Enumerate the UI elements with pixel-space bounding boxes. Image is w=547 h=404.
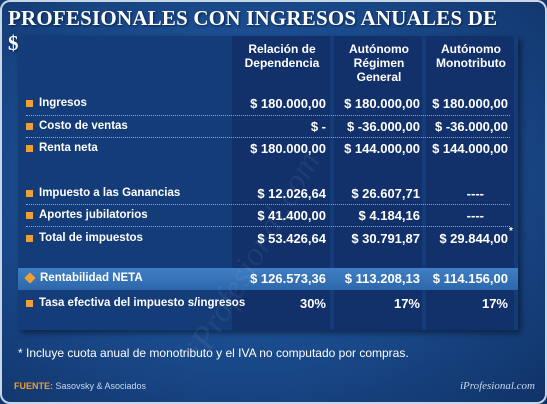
cell-ingresos-monotributo: $ 180.000,00 xyxy=(432,96,508,111)
row-separator xyxy=(26,226,510,227)
cell-rentabilidad-monotributo: $ 114.156,00 xyxy=(432,271,508,286)
diamond-icon xyxy=(24,272,36,284)
cell-renta-regimen: $ 144.000,00 xyxy=(344,141,420,156)
cell-rentabilidad-regimen: $ 113.208,13 xyxy=(344,271,420,286)
cell-renta-dependencia: $ 180.000,00 xyxy=(250,141,326,156)
cell-tasa-monotributo: 17% xyxy=(481,296,508,311)
source-label: FUENTE: xyxy=(14,381,53,391)
comparison-table: iProfesional.com Relación de Dependencia… xyxy=(18,36,518,364)
cell-tasa-regimen: 17% xyxy=(393,296,420,311)
column-header-dependencia: Relación de Dependencia xyxy=(244,42,320,70)
row-label-text: Aportes jubilatorios xyxy=(39,209,148,221)
row-separator xyxy=(26,204,510,205)
cell-costo-regimen: $ -36.000,00 xyxy=(346,119,420,134)
cell-tasa-dependencia: 30% xyxy=(299,296,326,311)
column-header-monotributo: Autónomo Monotributo xyxy=(436,42,506,70)
cell-total-regimen: $ 30.791,87 xyxy=(351,231,420,246)
row-label-text: Ingresos xyxy=(39,97,87,109)
site-credit: iProfesional.com xyxy=(459,380,535,392)
row-label-text: Costo de ventas xyxy=(39,120,128,132)
bullet-icon xyxy=(26,144,33,152)
cell-renta-monotributo: $ 144.000,00 xyxy=(432,141,508,156)
bullet-icon xyxy=(26,211,33,219)
bullet-icon xyxy=(26,189,33,197)
asterisk-mark: * xyxy=(509,226,513,237)
cell-rentabilidad-dependencia: $ 126.573,36 xyxy=(250,271,326,286)
footnote: * Incluye cuota anual de monotributo y e… xyxy=(18,346,409,360)
cell-total-monotributo: $ 29.844,00 xyxy=(439,231,508,246)
cell-total-dependencia: $ 53.426,64 xyxy=(257,231,326,246)
bullet-icon xyxy=(26,99,33,107)
row-separator xyxy=(26,115,510,116)
row-label-aportes: Aportes jubilatorios xyxy=(26,209,148,221)
cell-ganancias-regimen: $ 26.607,71 xyxy=(351,186,420,201)
bullet-icon xyxy=(26,299,33,307)
cell-costo-monotributo: $ -36.000,00 xyxy=(434,119,508,134)
row-label-renta-neta: Renta neta xyxy=(26,142,98,154)
cell-ganancias-monotributo: ---- xyxy=(466,186,484,201)
row-label-text: Impuesto a las Ganancias xyxy=(39,187,181,199)
row-label-total-impuestos: Total de impuestos xyxy=(26,232,143,244)
row-label-text: Renta neta xyxy=(39,142,98,154)
cell-ingresos-regimen: $ 180.000,00 xyxy=(344,96,420,111)
bullet-icon xyxy=(26,122,33,130)
row-label-ingresos: Ingresos xyxy=(26,97,87,109)
cell-costo-dependencia: $ - xyxy=(310,119,326,134)
cell-ingresos-dependencia: $ 180.000,00 xyxy=(250,96,326,111)
source-line: FUENTE: Sasovsky & Asociados xyxy=(14,381,146,391)
cell-aportes-monotributo: ---- xyxy=(466,208,484,223)
row-label-impuesto-ganancias: Impuesto a las Ganancias xyxy=(26,187,180,199)
highlight-row-bg xyxy=(18,268,518,290)
row-label-text: Tasa efectiva del impuesto s/ingresos xyxy=(39,297,246,309)
row-separator xyxy=(26,137,510,138)
cell-aportes-regimen: $ 4.184,16 xyxy=(358,208,420,223)
row-label-rentabilidad: Rentabilidad NETA xyxy=(24,272,143,284)
row-label-text: Rentabilidad NETA xyxy=(40,272,143,284)
bullet-icon xyxy=(26,234,33,242)
cell-ganancias-dependencia: $ 12.026,64 xyxy=(257,186,326,201)
column-header-regimen-general: Autónomo Régimen General xyxy=(349,42,409,84)
source-value: Sasovsky & Asociados xyxy=(55,381,147,391)
row-label-costo-ventas: Costo de ventas xyxy=(26,120,128,132)
cell-aportes-dependencia: $ 41.400,00 xyxy=(257,208,326,223)
row-label-text: Total de impuestos xyxy=(39,232,143,244)
row-label-tasa-efectiva: Tasa efectiva del impuesto s/ingresos xyxy=(26,297,245,309)
